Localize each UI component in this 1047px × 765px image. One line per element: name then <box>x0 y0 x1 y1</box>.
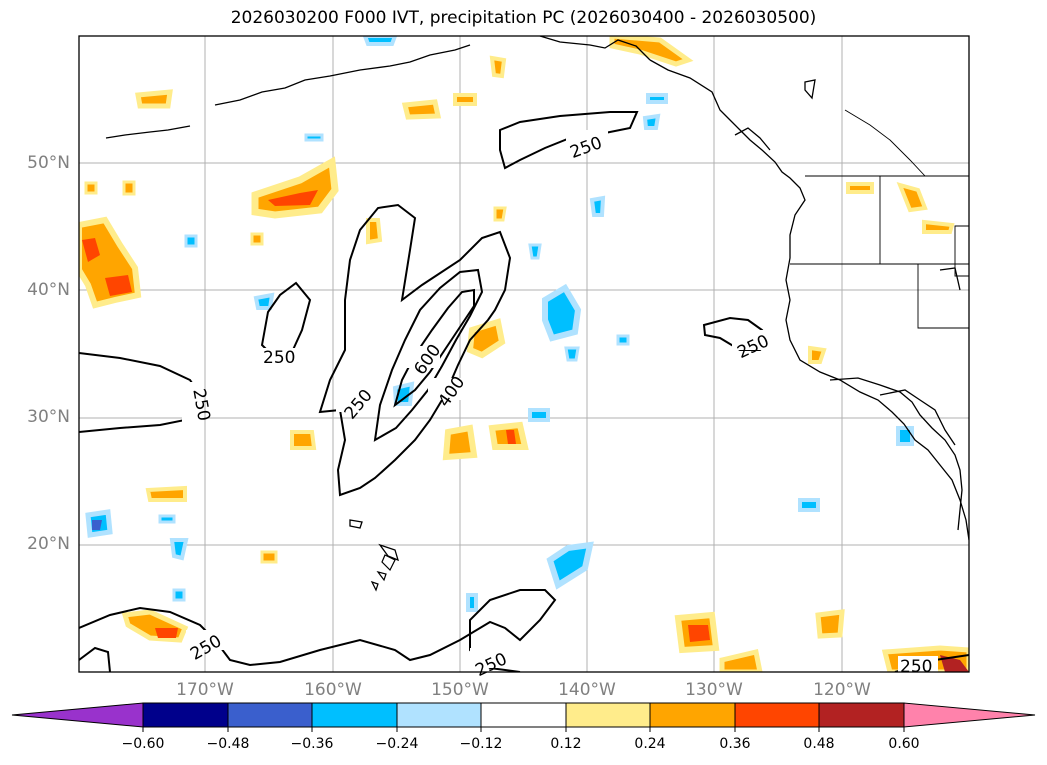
colorbar-tick-label: −0.60 <box>121 736 165 752</box>
precip-blob <box>815 609 845 639</box>
hawaii-islands <box>370 554 396 592</box>
ivt-250-contour <box>318 203 512 497</box>
ivt-250-contour <box>79 646 111 672</box>
precip-blob <box>896 181 928 213</box>
precip-blob <box>442 424 478 461</box>
colorbar-swatch <box>396 702 482 728</box>
lon-label: 130°W <box>685 680 743 700</box>
precip-blob <box>642 113 661 130</box>
colorbar-swatch <box>649 702 736 728</box>
colorbar-extend-right <box>903 702 1036 728</box>
precip-blob <box>122 180 136 196</box>
map-frame <box>78 35 970 673</box>
precip-blob <box>846 182 874 194</box>
precip-blob <box>453 93 477 106</box>
precip-blob <box>401 99 442 120</box>
precip-blob <box>304 133 324 142</box>
precip-negative-shading <box>85 36 914 612</box>
colorbar-tick-label: 0.48 <box>803 736 835 752</box>
precip-blob <box>688 625 710 642</box>
precip-blob <box>290 430 317 450</box>
contour-label: 250 <box>900 657 932 677</box>
precip-blob <box>489 55 507 79</box>
lon-label: 120°W <box>813 680 871 700</box>
lat-label: 40°N <box>27 280 70 300</box>
precip-blob <box>546 541 594 590</box>
precip-blob <box>798 498 820 512</box>
precip-blob <box>564 346 580 362</box>
precip-blob <box>158 514 176 524</box>
state-borders <box>790 109 969 329</box>
colorbar-swatch <box>311 702 398 728</box>
contour-label: 250 <box>263 348 295 368</box>
colorbar-extend-left <box>11 702 144 728</box>
precip-blob <box>82 238 100 262</box>
precip-blob <box>542 283 582 342</box>
precip-blob <box>169 538 189 561</box>
lat-label: 20°N <box>27 534 70 554</box>
coastlines <box>105 36 969 562</box>
lon-label: 160°W <box>304 680 362 700</box>
precip-blob <box>808 345 827 364</box>
precip-blob <box>362 36 398 46</box>
ivt-400-contour <box>373 268 484 442</box>
precip-blob <box>105 275 132 296</box>
precip-blob <box>250 232 264 246</box>
precip-blob <box>940 655 969 672</box>
colorbar-swatch <box>734 702 820 728</box>
precip-blob <box>646 93 668 104</box>
precip-blob <box>616 334 630 346</box>
precip-blob <box>528 408 550 422</box>
precip-blob <box>466 593 478 612</box>
precip-blob <box>84 181 98 195</box>
precip-positive-shading <box>79 36 969 672</box>
precip-blob <box>145 485 187 502</box>
precip-blob <box>184 234 198 248</box>
colorbar-tick-label: −0.12 <box>459 736 503 752</box>
lon-label: 150°W <box>431 680 489 700</box>
colorbar-tick-label: 0.24 <box>634 736 666 752</box>
lat-label: 30°N <box>27 407 70 427</box>
precip-blob <box>135 89 173 109</box>
colorbar-tick-label: −0.36 <box>290 736 334 752</box>
precip-blob <box>260 550 278 564</box>
precip-blob <box>609 36 694 67</box>
precip-blob <box>896 426 914 446</box>
precip-blob <box>528 243 542 260</box>
lat-label: 50°N <box>27 153 70 173</box>
precip-blob <box>506 430 516 444</box>
precip-blob <box>493 206 507 222</box>
precip-blob <box>92 520 102 530</box>
precip-blob <box>719 648 763 672</box>
precip-blob <box>172 588 186 602</box>
colorbar-tick-label: −0.24 <box>375 736 419 752</box>
colorbar-swatch <box>565 702 651 728</box>
precip-blob <box>251 156 339 219</box>
precip-blob <box>268 190 318 206</box>
lon-label: 140°W <box>558 680 616 700</box>
precip-blob <box>366 218 383 245</box>
colorbar-tick-label: 0.60 <box>888 736 920 752</box>
precip-blob <box>253 292 275 310</box>
colorbar-swatch <box>142 702 229 728</box>
colorbar-tick-label: 0.36 <box>719 736 751 752</box>
gridlines <box>79 36 969 672</box>
ivt-contours <box>79 111 969 672</box>
ivt-250-contour <box>79 352 202 433</box>
map-title: 2026030200 F000 IVT, precipitation PC (2… <box>230 8 817 28</box>
colorbar-tick-label: 0.12 <box>550 736 582 752</box>
colorbar-swatch <box>480 702 567 728</box>
colorbar-tick-label: −0.48 <box>206 736 250 752</box>
precip-blob <box>155 628 178 638</box>
colorbar-swatch <box>227 702 313 728</box>
precip-blob <box>466 318 506 359</box>
colorbar <box>11 702 1036 732</box>
precip-blob <box>922 219 955 234</box>
precip-blob <box>589 195 606 217</box>
colorbar-swatch <box>818 702 905 728</box>
lon-label: 170°W <box>176 680 234 700</box>
